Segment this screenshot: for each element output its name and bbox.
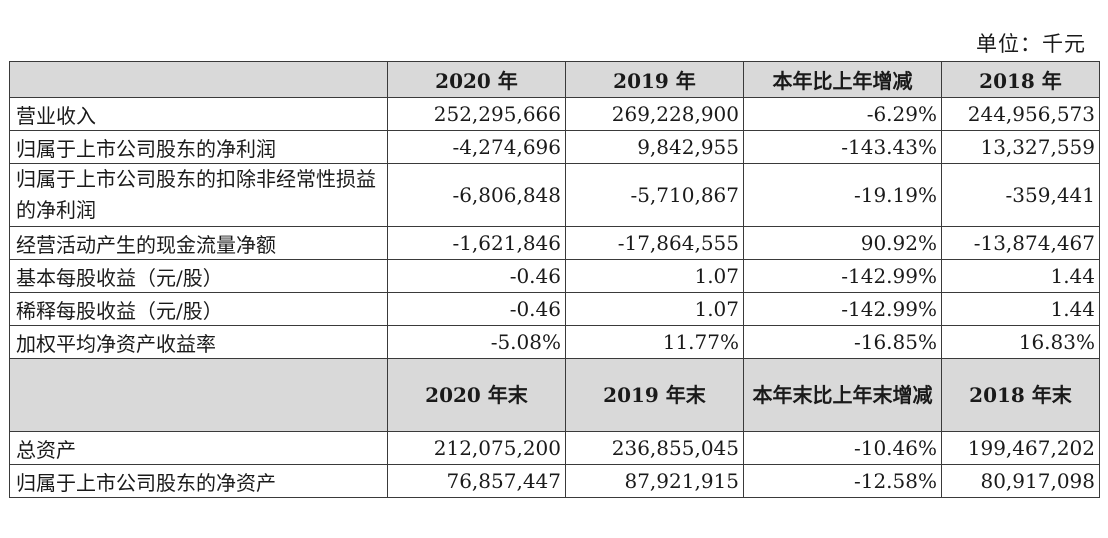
- cell-2018: 16.83%: [941, 325, 1100, 359]
- header-change: 本年比上年增减: [743, 61, 942, 98]
- row-label: 归属于上市公司股东的扣除非经常性损益的净利润: [9, 163, 388, 227]
- header-2020: 2020 年: [387, 61, 566, 98]
- header-2019-end: 2019 年末: [565, 358, 744, 432]
- cell-2020: -6,806,848: [387, 163, 566, 227]
- cell-2020: -5.08%: [387, 325, 566, 359]
- cell-2018: 1.44: [941, 259, 1100, 293]
- unit-label: 单位：千元: [976, 32, 1086, 56]
- cell-change: -6.29%: [743, 97, 942, 131]
- table-row: 加权平均净资产收益率 -5.08% 11.77% -16.85% 16.83%: [9, 325, 1100, 359]
- cell-2018: -13,874,467: [941, 226, 1100, 260]
- cell-2020-end: 212,075,200: [387, 431, 566, 465]
- row-label: 加权平均净资产收益率: [9, 325, 388, 359]
- cell-change: -142.99%: [743, 292, 942, 326]
- table-row: 经营活动产生的现金流量净额 -1,621,846 -17,864,555 90.…: [9, 226, 1100, 260]
- cell-2020: -0.46: [387, 292, 566, 326]
- cell-2019-end: 236,855,045: [565, 431, 744, 465]
- cell-2018-end: 199,467,202: [941, 431, 1100, 465]
- header-2020-end: 2020 年末: [387, 358, 566, 432]
- cell-2018: 1.44: [941, 292, 1100, 326]
- row-label: 营业收入: [9, 97, 388, 131]
- cell-change: -19.19%: [743, 163, 942, 227]
- cell-2019: -5,710,867: [565, 163, 744, 227]
- cell-2019: 11.77%: [565, 325, 744, 359]
- cell-2018-end: 80,917,098: [941, 464, 1100, 498]
- table-row: 归属于上市公司股东的净资产 76,857,447 87,921,915 -12.…: [9, 464, 1100, 498]
- cell-change: 90.92%: [743, 226, 942, 260]
- table-header-row-year-end: 2020 年末 2019 年末 本年末比上年末增减 2018 年末: [9, 358, 1100, 432]
- row-label: 总资产: [9, 431, 388, 465]
- cell-2019: 9,842,955: [565, 130, 744, 164]
- cell-2020: 252,295,666: [387, 97, 566, 131]
- row-label: 归属于上市公司股东的净资产: [9, 464, 388, 498]
- row-label: 经营活动产生的现金流量净额: [9, 226, 388, 260]
- cell-2019: -17,864,555: [565, 226, 744, 260]
- table-row: 归属于上市公司股东的净利润 -4,274,696 9,842,955 -143.…: [9, 130, 1100, 164]
- cell-2018: 244,956,573: [941, 97, 1100, 131]
- cell-change: -16.85%: [743, 325, 942, 359]
- header-empty-cell: [9, 61, 388, 98]
- header-change-end: 本年末比上年末增减: [743, 358, 942, 432]
- cell-2018: -359,441: [941, 163, 1100, 227]
- cell-change-end: -12.58%: [743, 464, 942, 498]
- table-row: 归属于上市公司股东的扣除非经常性损益的净利润 -6,806,848 -5,710…: [9, 163, 1100, 227]
- cell-2018: 13,327,559: [941, 130, 1100, 164]
- cell-2019: 1.07: [565, 259, 744, 293]
- table-row: 基本每股收益（元/股） -0.46 1.07 -142.99% 1.44: [9, 259, 1100, 293]
- cell-2019: 1.07: [565, 292, 744, 326]
- cell-change: -143.43%: [743, 130, 942, 164]
- header-empty-cell: [9, 358, 388, 432]
- cell-2019-end: 87,921,915: [565, 464, 744, 498]
- table-row: 营业收入 252,295,666 269,228,900 -6.29% 244,…: [9, 97, 1100, 131]
- row-label: 稀释每股收益（元/股）: [9, 292, 388, 326]
- cell-change-end: -10.46%: [743, 431, 942, 465]
- cell-change: -142.99%: [743, 259, 942, 293]
- cell-2020: -0.46: [387, 259, 566, 293]
- table-header-row: 2020 年 2019 年 本年比上年增减 2018 年: [9, 61, 1100, 98]
- cell-2019: 269,228,900: [565, 97, 744, 131]
- header-2018-end: 2018 年末: [941, 358, 1100, 432]
- cell-2020-end: 76,857,447: [387, 464, 566, 498]
- table-row: 总资产 212,075,200 236,855,045 -10.46% 199,…: [9, 431, 1100, 465]
- cell-2020: -1,621,846: [387, 226, 566, 260]
- financial-table: 2020 年 2019 年 本年比上年增减 2018 年 营业收入 252,29…: [9, 61, 1100, 498]
- row-label: 归属于上市公司股东的净利润: [9, 130, 388, 164]
- header-2018: 2018 年: [941, 61, 1100, 98]
- cell-2020: -4,274,696: [387, 130, 566, 164]
- header-2019: 2019 年: [565, 61, 744, 98]
- row-label: 基本每股收益（元/股）: [9, 259, 388, 293]
- table-row: 稀释每股收益（元/股） -0.46 1.07 -142.99% 1.44: [9, 292, 1100, 326]
